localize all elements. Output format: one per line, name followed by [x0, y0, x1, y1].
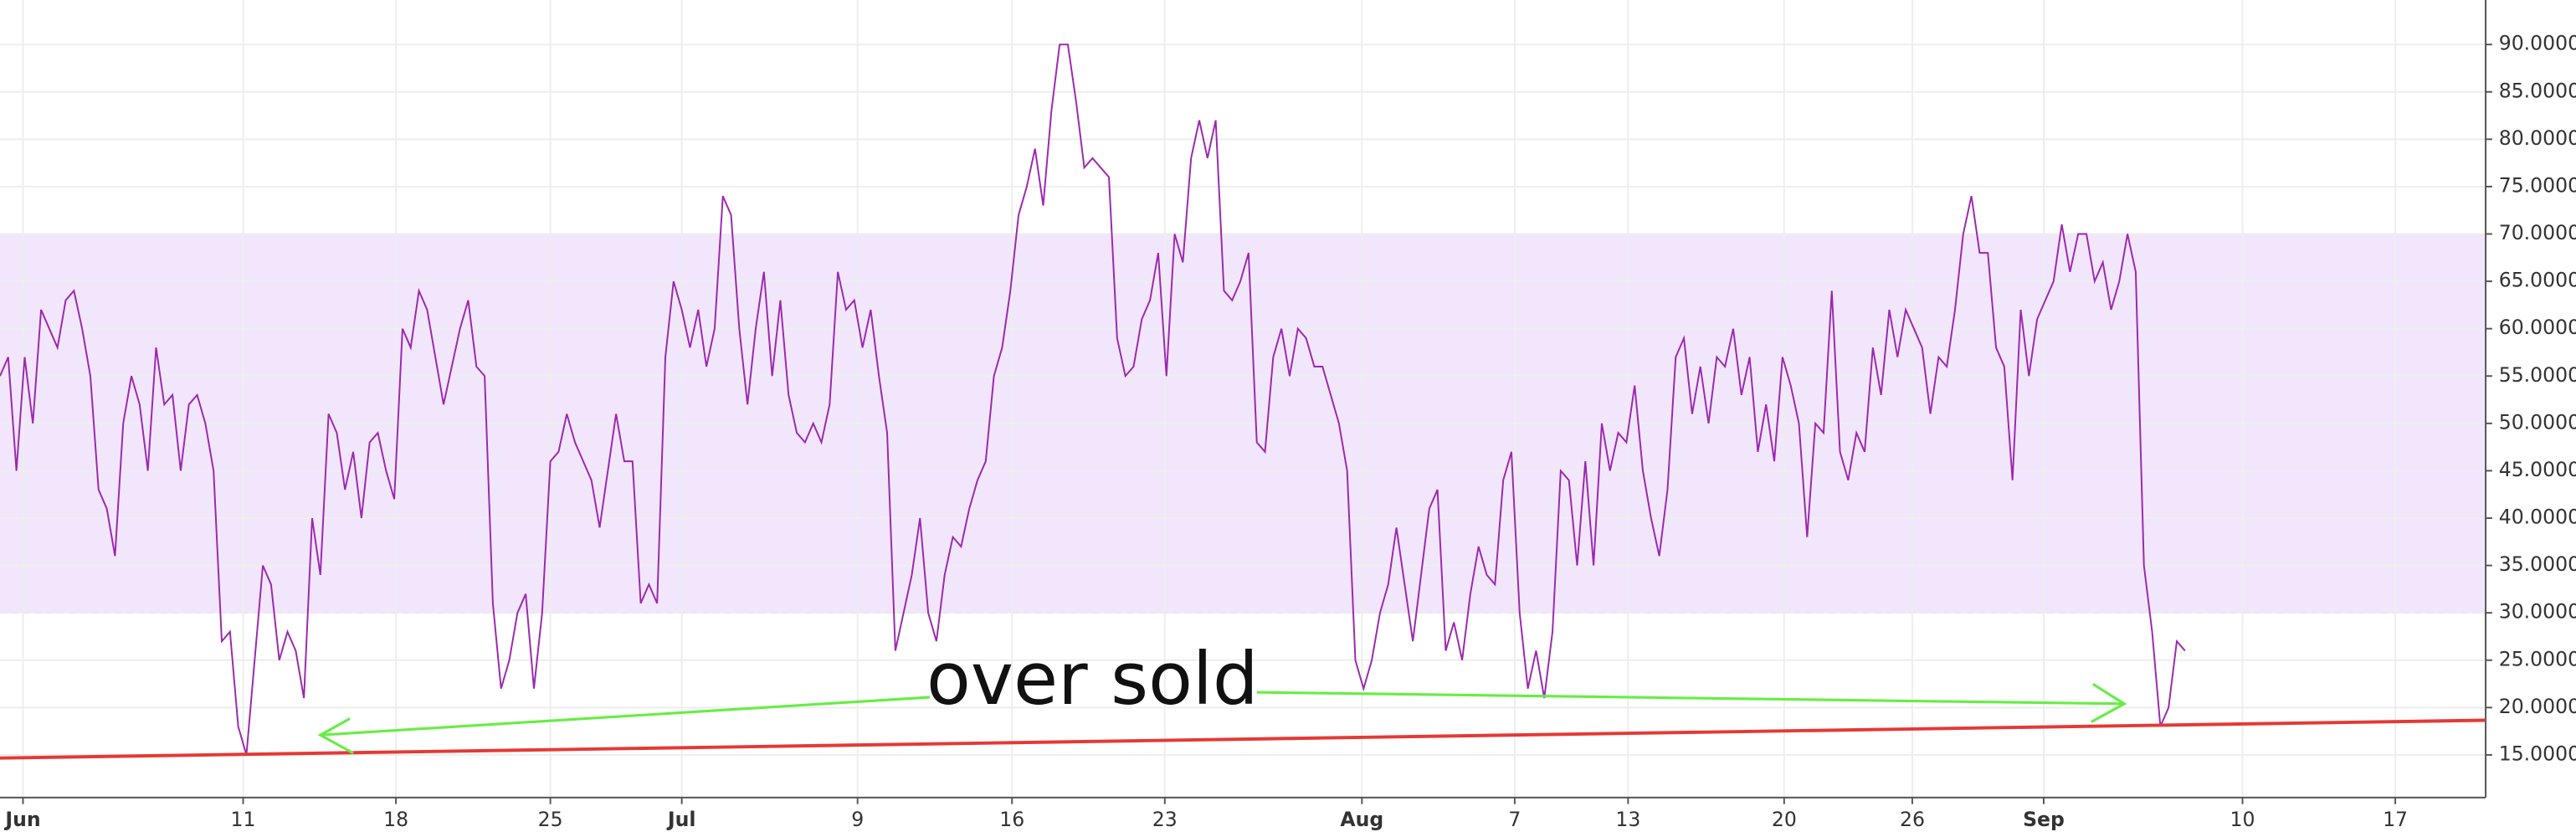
arrow-head [317, 717, 354, 755]
y-tick-label: 45.0000 [2499, 458, 2576, 481]
arrow-line [1256, 691, 2125, 706]
y-tick-label: 50.0000 [2499, 410, 2576, 434]
y-tick-label: 55.0000 [2499, 363, 2576, 387]
rsi-line [0, 44, 2186, 756]
y-tick-label: 70.0000 [2499, 221, 2576, 244]
x-tick-label: 20 [1772, 808, 1797, 831]
background-layer [0, 0, 2486, 798]
y-tick-label: 35.0000 [2499, 552, 2576, 576]
x-tick-label: 26 [1900, 808, 1925, 831]
x-tick-label: Aug [1340, 808, 1383, 831]
arrow-line [320, 696, 931, 737]
y-tick-label: 75.0000 [2499, 173, 2576, 197]
x-tick-label: 9 [851, 808, 864, 831]
y-tick-label: 65.0000 [2499, 269, 2576, 292]
y-tick-label: 85.0000 [2499, 79, 2576, 102]
x-tick-label: 18 [383, 808, 408, 831]
x-tick-label: 11 [231, 808, 256, 831]
y-tick-label: 30.0000 [2499, 600, 2576, 624]
arrow-head [2091, 682, 2127, 723]
y-tick-label: 20.0000 [2499, 695, 2576, 718]
x-tick-label: 25 [538, 808, 563, 831]
x-tick-label: 7 [1508, 808, 1521, 831]
y-tick-label: 90.0000 [2499, 32, 2576, 55]
x-tick-label: 10 [2230, 808, 2255, 831]
x-tick-label: 16 [999, 808, 1024, 831]
x-tick-label: 23 [1152, 808, 1178, 831]
y-tick-label: 80.0000 [2499, 126, 2576, 150]
y-tick-label: 15.0000 [2499, 742, 2576, 765]
x-tick-label: 17 [2383, 808, 2408, 831]
y-tick-label: 40.0000 [2499, 506, 2576, 529]
x-tick-label: Jul [666, 808, 696, 831]
x-tick-label: 13 [1615, 808, 1640, 831]
trend-line [0, 718, 2486, 760]
annotations: over sold [0, 638, 2486, 760]
y-tick-label: 60.0000 [2499, 316, 2576, 339]
y-tick-label: 25.0000 [2499, 647, 2576, 670]
annotation-text: over sold [926, 638, 1259, 721]
x-tick-label: Sep [2023, 808, 2065, 831]
x-tick-label: Jun [3, 808, 40, 831]
